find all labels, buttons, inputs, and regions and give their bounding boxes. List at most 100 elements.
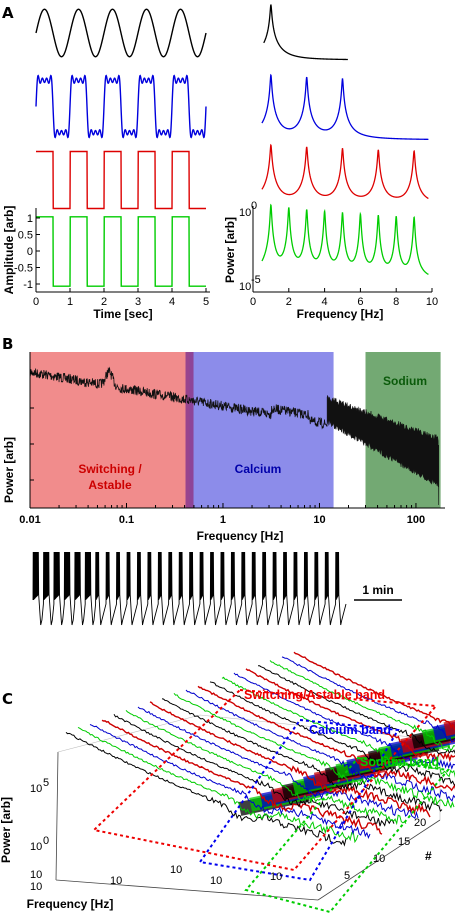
a-time-ytick-label: -1 [23,279,33,291]
c-series-7 [137,706,419,820]
c-z-ticks: 20 15 10 5 0 [316,817,426,894]
b-band-overlap [185,352,194,508]
a-time-ytick-label: 1 [27,213,33,225]
a-spec-xtick-label: 0 [250,296,256,308]
b-xtick-label: 0.1 [119,514,134,526]
c-box-sodium [244,756,450,914]
c-series-1 [65,732,347,847]
a-spec-y-label: Power [arb] [223,217,237,283]
c-xtick-label: 10 [210,875,222,887]
c-xtick-label: 10 [170,864,182,876]
c-xtick-label: 10 [30,881,42,893]
c-series-20 [293,651,455,731]
b-band-switching-label-2: Astable [88,478,132,492]
b-xtick-label: 1 [220,514,226,526]
b-x-ticks: 0.01 0.1 1 10 100 [19,503,425,526]
a-time-xtick-label: 3 [135,296,141,308]
a-time-ytick-label: 0 [27,246,33,258]
panel-c-series [65,651,455,847]
a-time-trace-2 [35,74,207,139]
a-time-xtick-label: 5 [203,296,209,308]
c-series-3 [89,724,371,839]
c-ztick-label: 0 [316,882,322,894]
c-ytick-label: 10 [30,841,42,853]
b-xtick-label: 100 [407,514,425,526]
c-ztick-label: 20 [414,817,426,829]
a-time-x-ticks: 0 1 2 3 4 5 [33,288,209,308]
a-spectrum-1 [263,4,348,61]
c-series-15 [233,672,455,770]
panel-a-time-traces [35,8,207,287]
panel-a-label: A [2,4,14,22]
a-time-xtick-label: 0 [33,296,39,308]
c-ztick-label: 10 [373,853,385,865]
c-y-label: Power [arb] [0,797,13,863]
c-series-5 [113,714,395,827]
c-series-9 [161,698,443,812]
a-spectrum-2 [261,73,429,140]
c-ztick-label: 5 [344,870,350,882]
a-spectrum-4 [261,203,429,275]
c-band-switching-label: Switching/Astable band [244,688,385,702]
a-spec-ytick-bottom-base: 10 [239,281,251,293]
c-ztick-label: 15 [398,836,410,848]
b-xtick-label: 0.01 [19,514,40,526]
a-spec-ytick-top-exp: 0 [251,200,257,212]
c-band-sodium-label: Sodium band [360,755,439,769]
b-band-2 [189,352,334,508]
a-time-trace-4 [36,216,206,287]
c-series-10 [173,692,455,809]
panel-c-label: C [2,690,13,708]
b-band-sodium-label: Sodium [383,374,427,388]
c-series-16 [245,668,455,763]
c-series-14 [221,676,455,778]
c-x-label: Frequency [Hz] [27,897,114,911]
c-axis-lines [55,751,441,901]
c-series-11 [185,689,455,802]
c-series-18 [269,660,455,752]
c-ytick-exp: 5 [43,777,49,789]
b-y-ticks [30,372,34,481]
a-spectrum-3 [261,143,429,200]
a-spec-xtick-label: 6 [357,296,363,308]
c-ytick-label: 10 [30,783,42,795]
a-time-y-ticks: 1 0.5 0 -0.5 -1 [14,213,40,291]
a-spec-xtick-label: 8 [393,296,399,308]
c-series-8 [149,701,431,818]
panel-b-spectrum-line [29,366,328,430]
a-time-trace-1 [35,8,207,58]
c-series-4 [101,719,383,835]
b-x-label: Frequency [Hz] [197,529,284,543]
a-time-ytick-label: 0.5 [18,230,33,242]
a-spec-xtick-label: 4 [322,296,328,308]
c-y-ticks: 10 510 010 [30,777,49,881]
c-series-6 [125,710,407,826]
c-z-label: # [425,849,432,863]
a-time-y-label: Amplitude [arb] [2,206,16,295]
a-spec-x-label: Frequency [Hz] [297,307,384,321]
c-box-calcium [198,718,400,882]
b-xtick-label: 10 [313,514,325,526]
a-spec-xtick-label: 2 [286,296,292,308]
panel-b-voltage-trace [32,551,347,626]
a-time-x-label: Time [sec] [93,307,152,321]
a-spec-ytick-top-base: 10 [239,207,251,219]
c-series-12 [197,685,455,792]
a-spec-x-ticks: 0 2 4 6 8 10 [250,288,438,308]
a-time-xtick-label: 2 [101,296,107,308]
a-time-trace-3 [36,150,206,210]
b-band-switching-label-1: Switching / [78,462,142,476]
b-band-calcium-label: Calcium [235,462,282,476]
c-xtick-label: 10 [270,871,282,883]
c-band-calcium-label: Calcium band [309,723,391,737]
b-scale-label: 1 min [362,583,393,597]
b-y-label: Power [arb] [2,437,16,503]
a-time-xtick-label: 1 [67,296,73,308]
c-ytick-exp: 0 [43,835,49,847]
panel-b-spectrum-highfreq [326,395,439,506]
a-time-xtick-label: 4 [169,296,175,308]
c-series-2 [77,726,359,844]
panel-b-label: B [2,335,13,353]
